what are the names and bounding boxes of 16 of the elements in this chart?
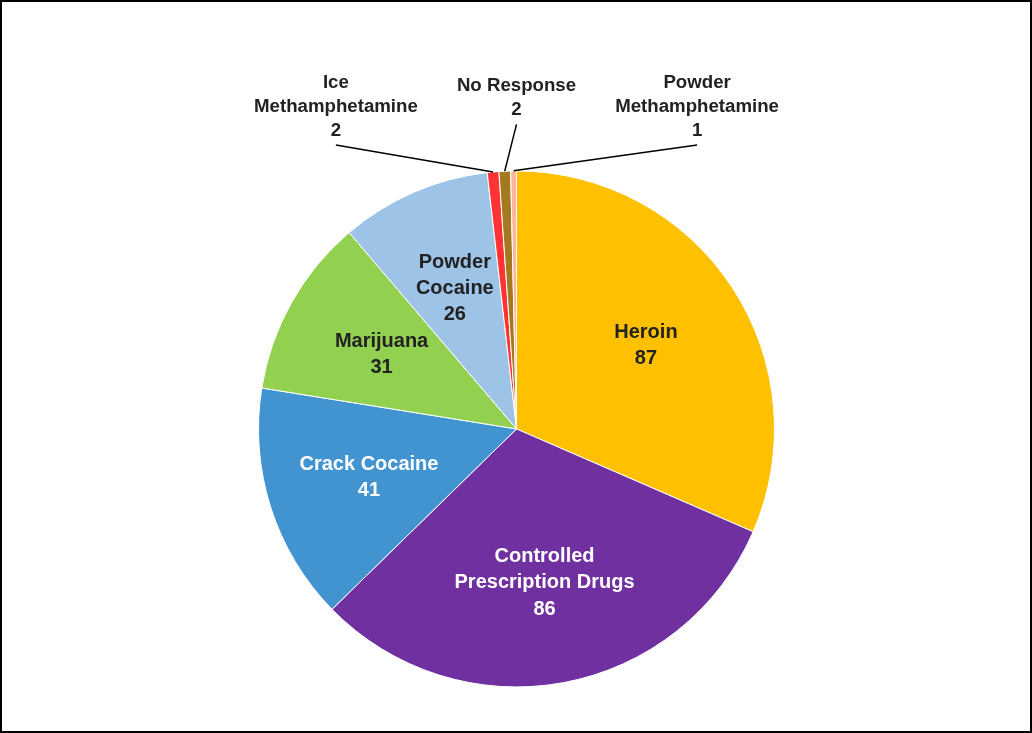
data-label: 26 <box>443 302 466 325</box>
slice-label: Powder Cocaine <box>415 249 494 298</box>
data-label: 87 <box>634 346 658 369</box>
slice-label: Heroin <box>614 319 678 342</box>
data-label: 86 <box>533 596 556 619</box>
slice-label: Powder Methamphetamine <box>615 70 779 116</box>
data-label: 2 <box>511 98 522 120</box>
data-label: 31 <box>370 355 393 378</box>
data-label: 2 <box>330 118 342 140</box>
slice-label: Ice Methamphetamine <box>254 70 418 116</box>
slice-label: Marijuana <box>334 328 430 351</box>
slice-label: Controlled Prescription Drugs <box>454 543 635 593</box>
data-label: 1 <box>691 118 703 140</box>
data-label: 41 <box>357 477 381 500</box>
slice-label: Crack Cocaine <box>299 451 439 474</box>
slice-label: No Response <box>456 74 577 96</box>
